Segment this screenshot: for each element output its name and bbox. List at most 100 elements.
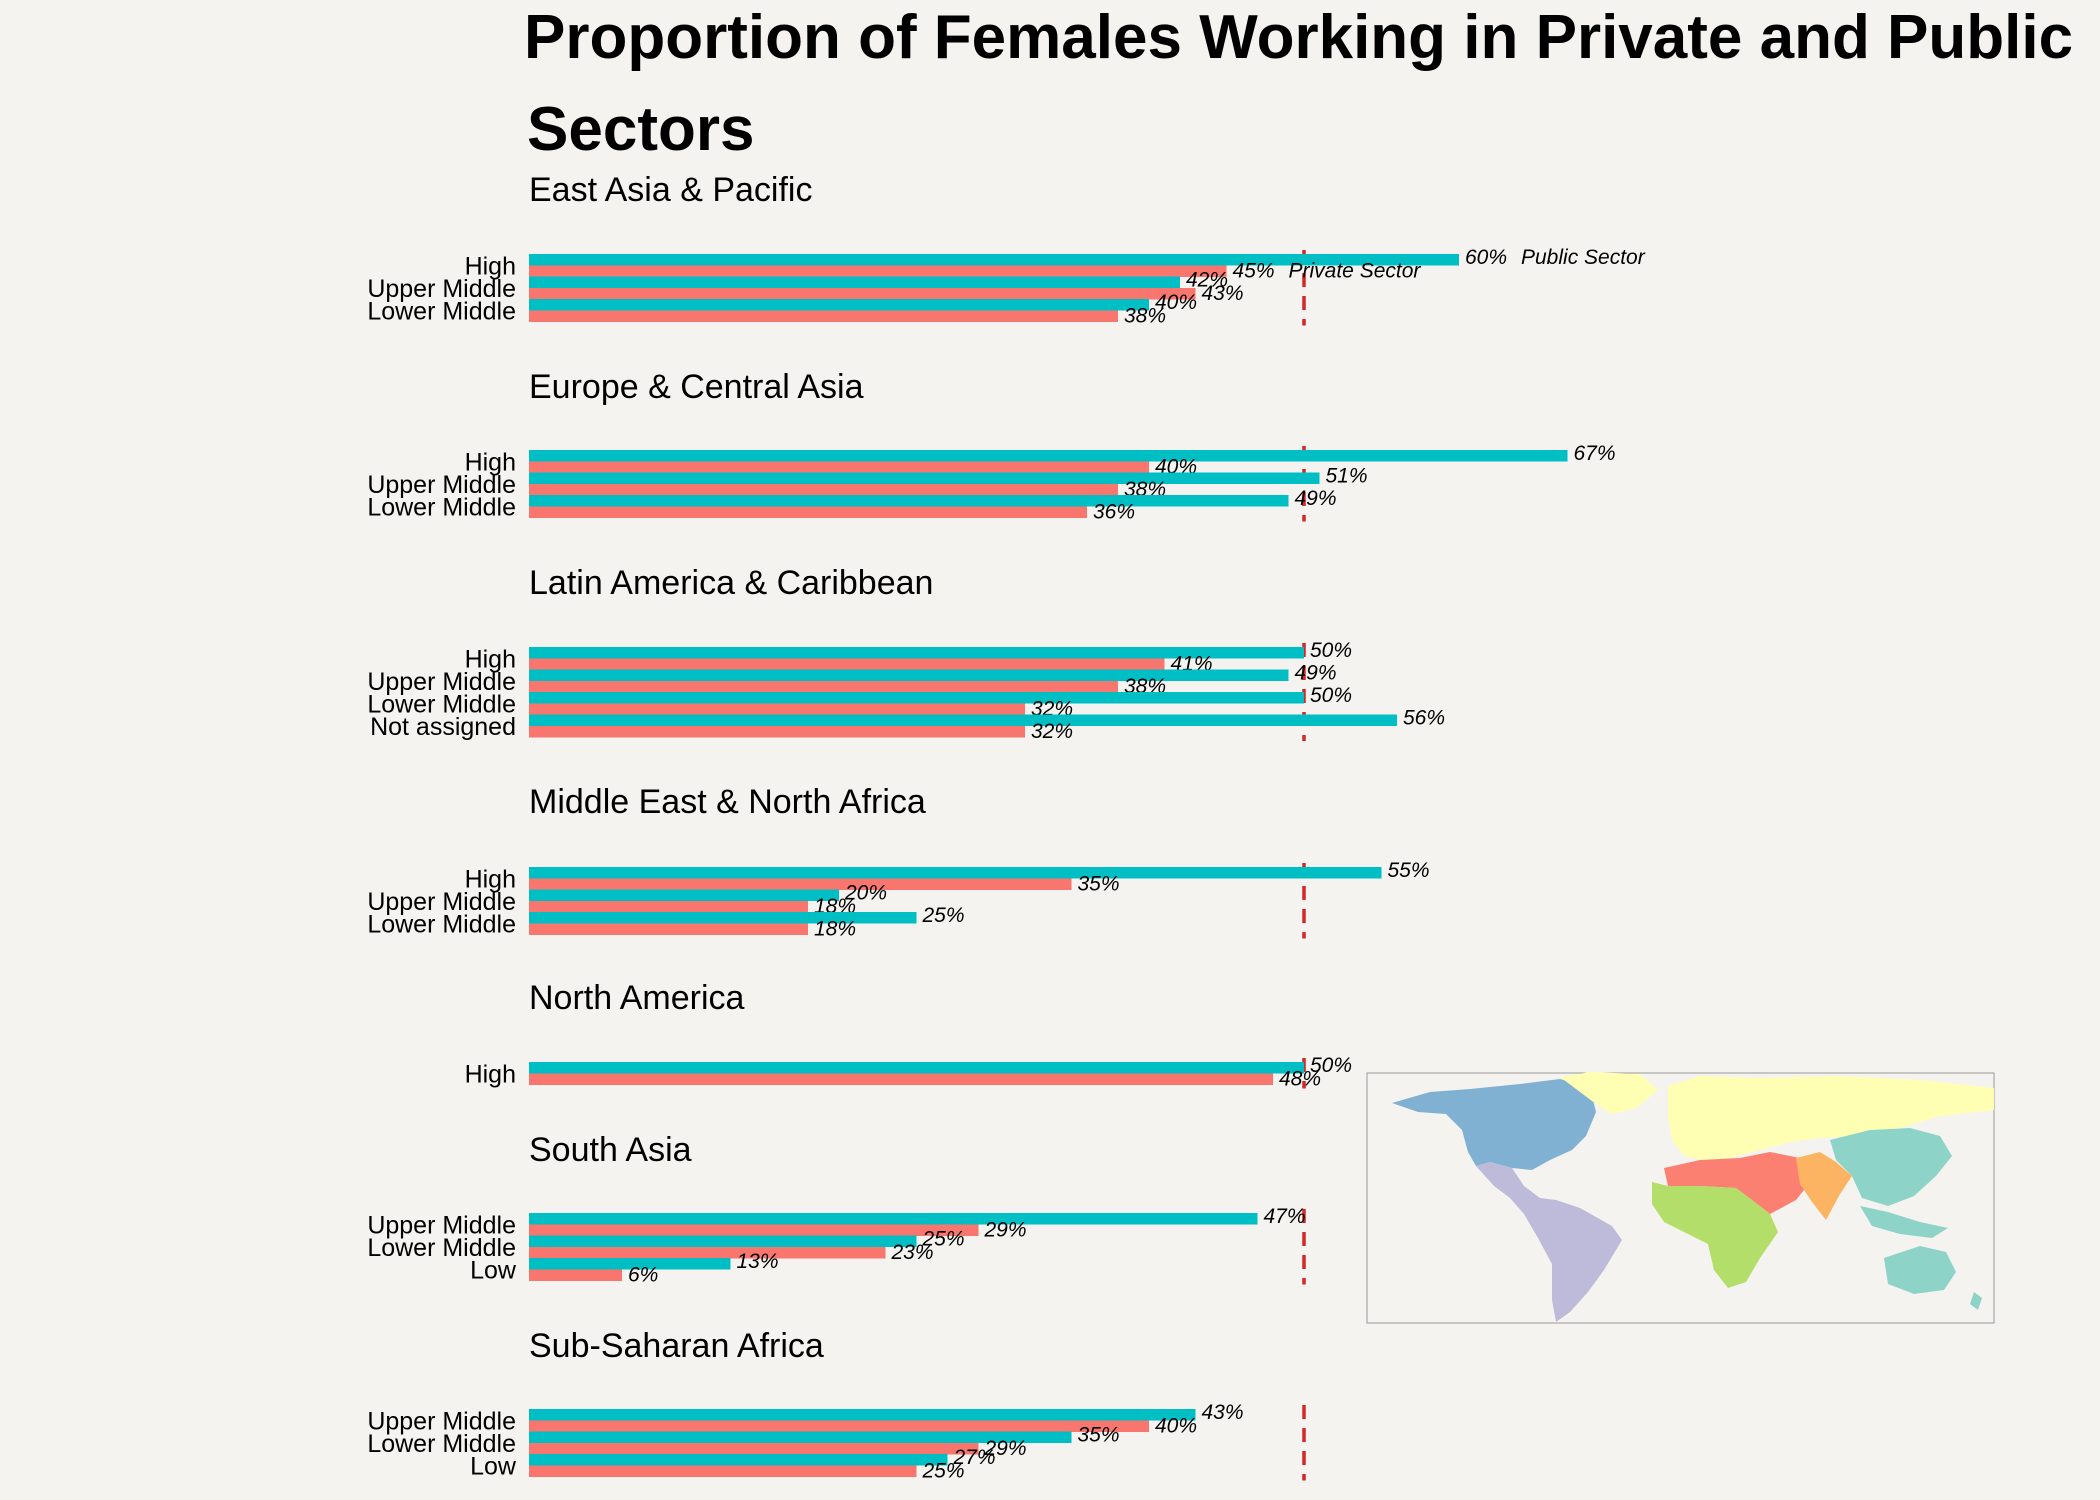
category-label: Not assigned <box>370 713 516 741</box>
map-region-europe-central-asia <box>1668 1076 1994 1160</box>
category-label: Upper Middle <box>367 1212 516 1240</box>
category-label: High <box>465 866 516 894</box>
private-bar <box>529 878 1072 890</box>
category-label: High <box>465 646 516 674</box>
private-bar <box>529 1224 979 1236</box>
public-bar <box>529 912 917 924</box>
public-value-label: 35% <box>1078 1424 1120 1447</box>
chart-title-line-2: Sectors <box>527 95 754 164</box>
public-bar <box>529 669 1289 681</box>
public-value-label: 40% <box>1155 291 1197 314</box>
private-value-label: 38% <box>1124 305 1166 328</box>
public-value-label: 25% <box>922 1228 965 1251</box>
private-bar <box>529 1073 1273 1085</box>
public-value-label: 20% <box>844 882 887 905</box>
legend-public-sector: Public Sector <box>1521 246 1646 269</box>
private-bar <box>529 1465 917 1477</box>
public-value-label: 56% <box>1403 707 1445 730</box>
panel-title: South Asia <box>529 1131 692 1169</box>
public-value-label: 27% <box>953 1446 996 1469</box>
public-value-label: 50% <box>1310 1054 1352 1077</box>
panel-sub-saharan-africa: Sub-Saharan Africa Upper Middle 43%40% Lowe… <box>367 1327 1306 1483</box>
private-value-label: 45% <box>1233 260 1275 283</box>
public-bar <box>529 495 1289 507</box>
public-bar <box>529 472 1320 484</box>
panel-north-america: North America High 50%48% <box>465 979 1352 1091</box>
category-label: Lower Middle <box>367 1430 516 1458</box>
map-region-sub-saharan-africa <box>1652 1182 1778 1288</box>
private-bar <box>529 310 1118 322</box>
private-bar <box>529 1269 622 1281</box>
private-bar <box>529 484 1118 496</box>
private-value-label: 48% <box>1279 1068 1321 1091</box>
category-label: Upper Middle <box>367 888 516 916</box>
private-value-label: 25% <box>922 1460 965 1483</box>
public-bar <box>529 1062 1304 1074</box>
map-region-latin-america <box>1476 1162 1622 1322</box>
category-label: Lower Middle <box>367 691 516 719</box>
public-value-label: 50% <box>1310 684 1352 707</box>
private-bar <box>529 901 808 913</box>
category-label: Lower Middle <box>367 911 516 939</box>
private-value-label: 36% <box>1093 501 1135 524</box>
private-bar <box>529 1247 886 1259</box>
private-value-label: 32% <box>1031 720 1073 743</box>
private-value-label: 43% <box>1202 282 1244 305</box>
category-label: Low <box>470 1257 517 1285</box>
map-region-middle-east-north-africa <box>1664 1152 1812 1214</box>
public-bar <box>529 1454 948 1466</box>
legend-private-sector: Private Sector <box>1289 260 1422 283</box>
panel-title: Sub-Saharan Africa <box>529 1327 824 1365</box>
world-map <box>1366 1072 1995 1324</box>
public-value-label: 55% <box>1388 859 1430 882</box>
public-value-label: 60% <box>1465 246 1507 269</box>
category-label: Lower Middle <box>367 494 516 522</box>
public-value-label: 49% <box>1295 662 1337 685</box>
category-label: High <box>465 449 516 477</box>
map-region-south-asia <box>1796 1152 1852 1220</box>
public-bar <box>529 889 839 901</box>
public-bar <box>529 714 1397 726</box>
panel-title: Middle East & North Africa <box>529 783 926 821</box>
private-value-label: 18% <box>814 918 856 941</box>
category-label: Low <box>470 1453 517 1481</box>
private-bar <box>529 726 1025 738</box>
public-value-label: 67% <box>1574 442 1616 465</box>
private-bar <box>529 1443 979 1455</box>
private-bar <box>529 461 1149 473</box>
public-value-label: 43% <box>1202 1401 1244 1424</box>
panels: East Asia & Pacific High 60% 45% Upper Middl… <box>367 171 1645 1483</box>
public-value-label: 47% <box>1264 1205 1306 1228</box>
private-value-label: 40% <box>1155 1415 1197 1438</box>
map-region-greenland <box>1560 1072 1658 1114</box>
chart-title-line-1: Proportion of Females Working in Private… <box>524 3 2073 72</box>
public-value-label: 42% <box>1186 269 1228 292</box>
private-bar <box>529 288 1196 300</box>
private-bar <box>529 703 1025 715</box>
map-region-north-america <box>1392 1079 1596 1170</box>
public-bar <box>529 1431 1072 1443</box>
public-bar <box>529 647 1304 659</box>
private-bar <box>529 681 1118 693</box>
public-bar <box>529 450 1568 462</box>
private-bar <box>529 1420 1149 1432</box>
category-label: Lower Middle <box>367 1234 516 1262</box>
panel-title: North America <box>529 979 744 1017</box>
map-region-southeast-asia <box>1860 1206 1948 1238</box>
panel-title: Latin America & Caribbean <box>529 564 933 602</box>
panel-east-asia-and-pacific: East Asia & Pacific High 60% 45% Upper Middl… <box>367 171 1645 328</box>
public-value-label: 50% <box>1310 639 1352 662</box>
panel-title: Europe & Central Asia <box>529 368 864 406</box>
private-bar <box>529 923 808 935</box>
category-label: High <box>465 1061 516 1089</box>
map-region-new-zealand <box>1970 1292 1982 1310</box>
public-bar <box>529 692 1304 704</box>
public-bar <box>529 1409 1196 1421</box>
private-value-label: 29% <box>984 1219 1027 1242</box>
private-value-label: 35% <box>1078 873 1120 896</box>
public-bar <box>529 254 1459 266</box>
private-bar <box>529 658 1165 670</box>
public-bar <box>529 276 1180 288</box>
